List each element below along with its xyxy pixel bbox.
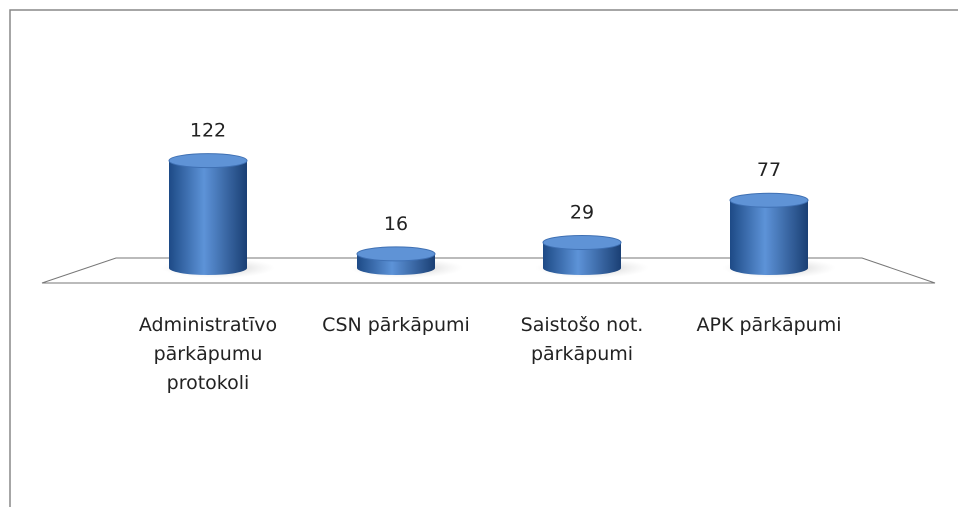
category-label: APK pārkāpumi <box>696 314 842 336</box>
category-label: CSN pārkāpumi <box>322 314 470 336</box>
value-label: 16 <box>384 213 408 235</box>
frame <box>9 9 958 507</box>
bar <box>169 160 247 275</box>
bar <box>543 242 621 275</box>
bar <box>730 200 808 275</box>
value-label: 122 <box>190 120 226 142</box>
bar-top <box>542 234 622 250</box>
bar-top <box>168 153 248 169</box>
category-label: Administratīvo pārkāpumu protokoli <box>138 314 278 394</box>
bar-top <box>729 192 809 208</box>
bar-top <box>356 246 436 262</box>
category-label: Saistošo not. pārkāpumi <box>520 314 644 365</box>
value-label: 77 <box>757 159 781 181</box>
value-label: 29 <box>570 201 594 223</box>
